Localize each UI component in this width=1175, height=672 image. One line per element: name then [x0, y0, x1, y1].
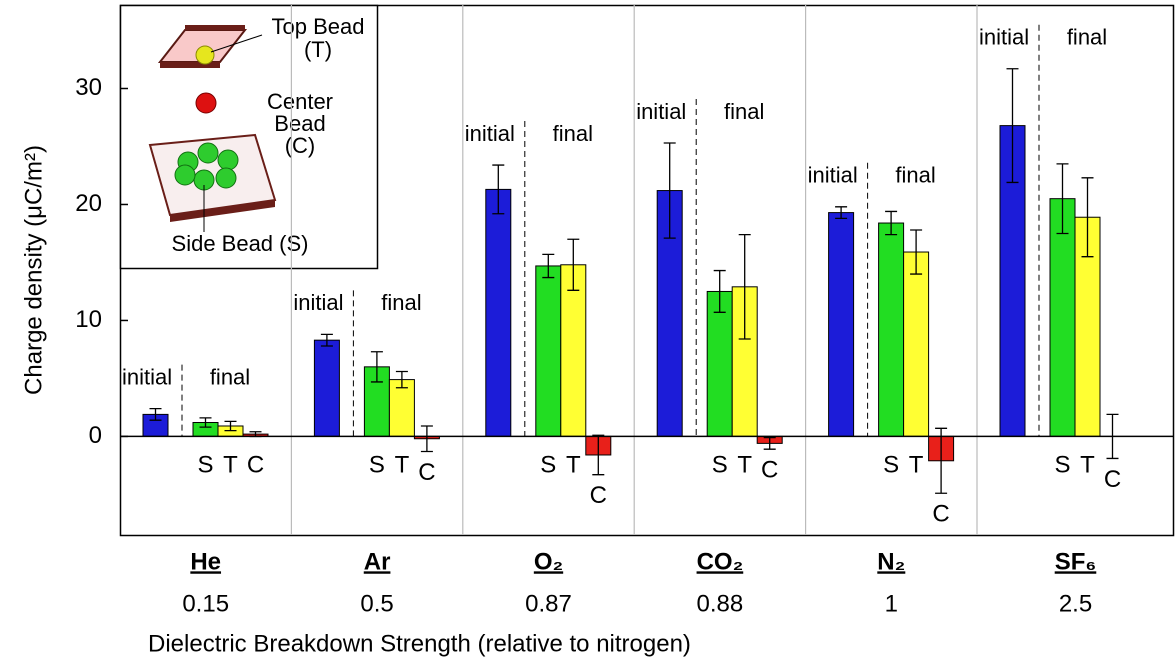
- initial-label: initial: [808, 163, 858, 188]
- error-bar: [492, 164, 505, 215]
- x-tick-value: 0.87: [525, 590, 572, 617]
- inset: Top Bead (T) Center Bead (C) Side Bead (…: [119, 4, 379, 270]
- x-tick-value: 0.5: [360, 590, 393, 617]
- y-tick-label: 30: [75, 74, 102, 101]
- bar-letter: T: [1080, 451, 1095, 478]
- error-bar: [395, 370, 408, 389]
- bar-letter: S: [540, 451, 556, 478]
- bar-letter: T: [737, 451, 752, 478]
- top-plate-edge: [185, 25, 245, 30]
- bar-letter: S: [712, 451, 728, 478]
- bar: [706, 290, 733, 437]
- y-tick-label: 0: [89, 422, 102, 449]
- y-tick-label: 10: [75, 306, 102, 333]
- x-tick-value: 1: [885, 590, 898, 617]
- error-bar: [1056, 163, 1069, 235]
- initial-label: initial: [122, 364, 172, 389]
- bar-letter: C: [418, 459, 435, 486]
- side-plate-edge: [170, 200, 275, 222]
- inset-label: Top Bead: [272, 14, 365, 39]
- x-tick-label: N₂: [877, 548, 905, 575]
- bar: [1049, 198, 1076, 437]
- final-label: final: [895, 163, 935, 188]
- inset-label: (T): [304, 37, 332, 62]
- bar-letter: S: [197, 451, 213, 478]
- error-bar: [910, 229, 923, 275]
- top-bead: [195, 45, 215, 65]
- x-tick-value: 2.5: [1059, 590, 1092, 617]
- bar: [828, 212, 855, 437]
- y-tick-label: 20: [75, 190, 102, 217]
- inset-frame: [119, 4, 379, 270]
- bar-letter: T: [909, 451, 924, 478]
- bar: [535, 265, 562, 437]
- error-bar: [567, 238, 580, 291]
- final-label: final: [724, 99, 764, 124]
- bar-letter: C: [761, 457, 778, 484]
- bar-letter: S: [369, 451, 385, 478]
- bar-letter: T: [223, 451, 238, 478]
- x-tick-value: 0.88: [697, 590, 744, 617]
- initial-label: initial: [979, 25, 1029, 50]
- error-bar: [663, 142, 676, 239]
- bar: [313, 339, 340, 437]
- error-bar: [1006, 68, 1019, 184]
- error-bar: [199, 417, 212, 428]
- error-bar: [592, 434, 605, 476]
- x-tick-value: 0.15: [182, 590, 229, 617]
- final-label: final: [381, 290, 421, 315]
- inset-label: Bead: [274, 111, 325, 136]
- plot-frame: [119, 4, 1175, 537]
- bar-letter: C: [932, 501, 949, 528]
- bar-letter: S: [1054, 451, 1070, 478]
- bar-letter: T: [395, 451, 410, 478]
- bar: [485, 188, 512, 437]
- bar: [878, 222, 905, 437]
- y-axis-title: Charge density (μC/m²): [20, 145, 47, 395]
- bar-letter: C: [1104, 466, 1121, 493]
- error-bar: [1081, 177, 1094, 258]
- leader: [210, 34, 263, 53]
- center-bead: [195, 92, 217, 114]
- x-tick-label: CO₂: [697, 548, 744, 575]
- error-bar: [542, 253, 555, 279]
- error-bar: [370, 351, 383, 383]
- error-bar: [320, 333, 333, 347]
- error-bar: [224, 420, 237, 432]
- error-bar: [713, 269, 726, 313]
- error-bar: [738, 233, 751, 340]
- error-bar: [420, 425, 433, 453]
- initial-label: initial: [465, 121, 515, 146]
- x-axis-title: Dielectric Breakdown Strength (relative …: [148, 630, 691, 657]
- top-plate-edge: [160, 62, 220, 68]
- initial-label: initial: [293, 290, 343, 315]
- bar-letter: C: [247, 451, 264, 478]
- error-bar: [935, 427, 948, 494]
- error-bar: [763, 436, 776, 450]
- initial-label: initial: [636, 99, 686, 124]
- x-tick-label: SF₆: [1055, 548, 1097, 575]
- error-bar: [149, 407, 162, 421]
- x-tick-label: Ar: [364, 548, 391, 575]
- inset-label: Center: [267, 89, 333, 114]
- final-label: final: [1067, 25, 1107, 50]
- bar-letter: C: [590, 482, 607, 509]
- error-bar: [835, 206, 848, 220]
- bar: [903, 251, 930, 437]
- error-bar: [885, 210, 898, 236]
- inset-label: (C): [285, 133, 316, 158]
- inset-label: Side Bead (S): [172, 231, 309, 256]
- x-tick-label: O₂: [534, 548, 563, 575]
- bar-letter: S: [883, 451, 899, 478]
- bar-letter: T: [566, 451, 581, 478]
- x-tick-label: He: [190, 548, 221, 575]
- final-label: final: [553, 121, 593, 146]
- final-label: final: [210, 364, 250, 389]
- side-beads: [174, 142, 239, 191]
